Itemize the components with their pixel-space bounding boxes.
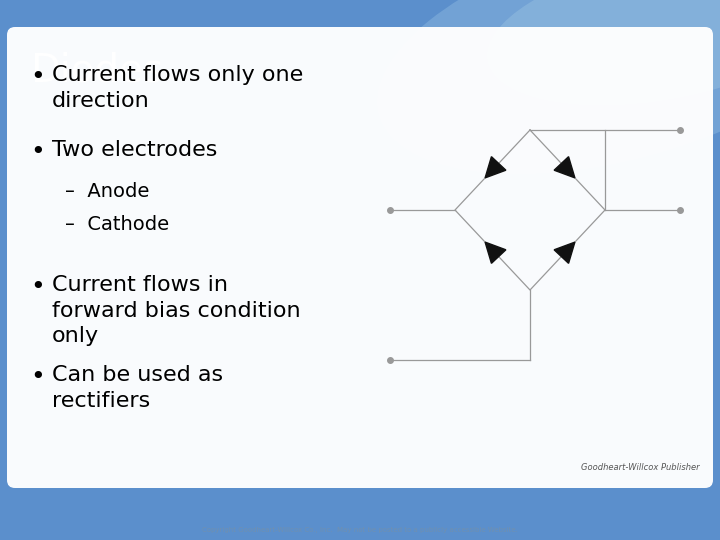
Text: •: • — [30, 140, 45, 164]
Polygon shape — [554, 157, 575, 178]
Text: Copyright Goodheart-Willcox Co., Inc.  May not be posted to a publicly accessibl: Copyright Goodheart-Willcox Co., Inc. Ma… — [202, 527, 518, 533]
Polygon shape — [485, 157, 506, 178]
Text: –  Cathode: – Cathode — [65, 215, 169, 234]
FancyBboxPatch shape — [7, 27, 713, 488]
Text: Two electrodes: Two electrodes — [52, 140, 217, 160]
Text: •: • — [30, 65, 45, 89]
Text: •: • — [30, 275, 45, 299]
Ellipse shape — [377, 0, 720, 174]
Text: Current flows only one
direction: Current flows only one direction — [52, 65, 303, 111]
Text: Can be used as
rectifiers: Can be used as rectifiers — [52, 365, 223, 410]
Text: –  Anode: – Anode — [65, 182, 149, 201]
Polygon shape — [554, 242, 575, 264]
Text: Goodheart-Willcox Publisher: Goodheart-Willcox Publisher — [581, 463, 700, 472]
Ellipse shape — [487, 0, 720, 105]
Polygon shape — [485, 242, 506, 264]
Text: Diodes: Diodes — [30, 52, 163, 90]
Text: Current flows in
forward bias condition
only: Current flows in forward bias condition … — [52, 275, 301, 346]
Text: •: • — [30, 365, 45, 389]
